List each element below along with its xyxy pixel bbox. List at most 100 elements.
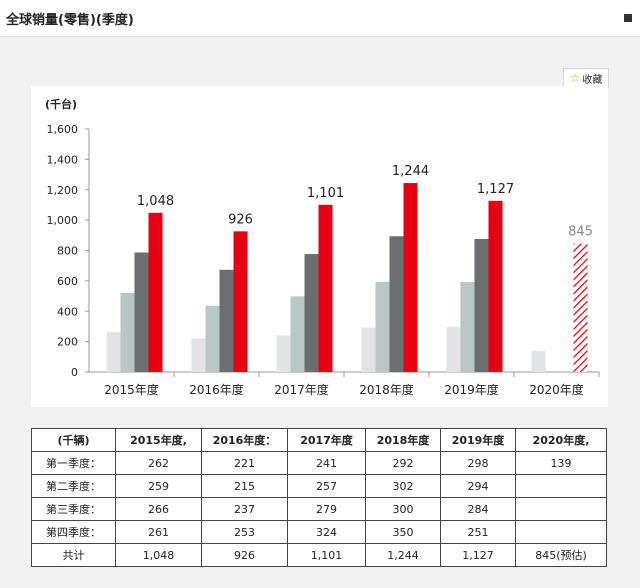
table-row-label: 第二季度： xyxy=(31,474,116,498)
table-cell: 279 xyxy=(287,497,366,521)
chart-panel: (千台) 0 200 400 600 800 1,000 1,200 1,400 1,600 1,0… xyxy=(31,86,608,407)
table-cell: 298 xyxy=(440,451,516,475)
bar xyxy=(191,338,206,372)
x-tick-label: 2018年度 xyxy=(359,382,414,397)
table-cell xyxy=(515,474,607,498)
data-label: 1,244 xyxy=(392,164,429,179)
table-header-cell: 2017年度 xyxy=(287,428,366,452)
x-tick-label: 2017年度 xyxy=(274,382,329,397)
bar xyxy=(446,326,461,372)
table-row-label: 第一季度： xyxy=(31,451,116,475)
data-label: 1,127 xyxy=(477,182,514,197)
table-cell: 292 xyxy=(365,451,441,475)
bar xyxy=(375,281,390,372)
table-cell: 1,127 xyxy=(440,543,516,567)
table-row: 第一季度： 262 221 241 292 298 139 xyxy=(31,451,607,475)
x-tick-label: 2020年度 xyxy=(529,382,584,397)
table-cell: 139 xyxy=(515,451,607,475)
table-header-cell: 2016年度： xyxy=(201,428,288,452)
bar xyxy=(276,335,291,372)
table-cell: 241 xyxy=(287,451,366,475)
table-header-cell: 2019年度 xyxy=(440,428,516,452)
bar xyxy=(488,200,503,372)
star-icon: ☆ xyxy=(569,71,581,85)
bar xyxy=(403,183,418,372)
table-cell: 845(预估) xyxy=(515,543,607,567)
table-cell: 300 xyxy=(365,497,441,521)
table-cell: 253 xyxy=(201,520,288,544)
table-cell: 1,244 xyxy=(365,543,441,567)
table-cell: 1,048 xyxy=(115,543,202,567)
favorite-label: 收藏 xyxy=(582,74,603,86)
bar xyxy=(205,305,220,372)
x-tick-label: 2019年度 xyxy=(444,382,499,397)
y-tick-label: 1,200 xyxy=(47,184,79,197)
table-header-cell: 2020年度, xyxy=(515,428,607,452)
bar xyxy=(290,296,305,372)
table-row: 第三季度： 266 237 279 300 284 xyxy=(31,497,607,521)
table-cell: 284 xyxy=(440,497,516,521)
data-label: 926 xyxy=(228,212,253,227)
bar-chart: (千台) 0 200 400 600 800 1,000 1,200 1,400 1,600 1,0… xyxy=(45,97,600,397)
table-cell: 259 xyxy=(115,474,202,498)
table-cell xyxy=(515,520,607,544)
page-header: 全球销量(零售)(季度) xyxy=(0,0,640,37)
bar xyxy=(219,269,234,372)
table-cell: 926 xyxy=(201,543,288,567)
bar xyxy=(573,243,588,372)
bar xyxy=(120,292,135,372)
table-row-label: 共计 xyxy=(31,543,116,567)
table-row: 共计 1,048 926 1,101 1,244 1,127 845(预估) xyxy=(31,543,607,567)
table-row: 第二季度： 259 215 257 302 294 xyxy=(31,474,607,498)
table-cell: 215 xyxy=(201,474,288,498)
y-tick-label: 400 xyxy=(57,305,78,318)
table-header-cell: (千辆) xyxy=(31,428,116,452)
bar xyxy=(304,253,319,372)
x-tick-label: 2015年度 xyxy=(104,382,159,397)
table-cell: 350 xyxy=(365,520,441,544)
table-row-label: 第四季度： xyxy=(31,520,116,544)
bar xyxy=(361,327,376,372)
sales-table-container: (千辆) 2015年度, 2016年度： 2017年度 2018年度 2019年度 2020… xyxy=(31,428,607,567)
table-cell: 237 xyxy=(201,497,288,521)
sales-table: (千辆) 2015年度, 2016年度： 2017年度 2018年度 2019年度 2020… xyxy=(31,428,607,567)
y-tick-label: 600 xyxy=(57,275,78,288)
favorite-button[interactable]: ☆ 收藏 xyxy=(563,68,609,88)
table-cell: 302 xyxy=(365,474,441,498)
menu-button[interactable] xyxy=(620,10,636,26)
square-icon xyxy=(624,14,632,22)
bar xyxy=(318,204,333,372)
data-label: 845 xyxy=(568,225,593,240)
table-header-cell: 2018年度 xyxy=(365,428,441,452)
y-axis-label: (千台) xyxy=(45,97,77,111)
table-cell: 251 xyxy=(440,520,516,544)
y-tick-label: 1,600 xyxy=(47,123,79,136)
table-header-cell: 2015年度, xyxy=(115,428,202,452)
table-row-label: 第三季度： xyxy=(31,497,116,521)
data-label: 1,048 xyxy=(137,194,174,209)
table-cell: 1,101 xyxy=(287,543,366,567)
y-tick-label: 800 xyxy=(57,245,78,258)
y-tick-label: 200 xyxy=(57,336,78,349)
table-cell: 324 xyxy=(287,520,366,544)
table-cell: 221 xyxy=(201,451,288,475)
bar xyxy=(474,238,489,372)
bar xyxy=(106,332,121,372)
page-title: 全球销量(零售)(季度) xyxy=(6,13,134,28)
y-tick-label: 0 xyxy=(71,366,78,379)
table-row: 第四季度： 261 253 324 350 251 xyxy=(31,520,607,544)
bar xyxy=(389,236,404,372)
bar xyxy=(134,252,149,372)
table-cell: 294 xyxy=(440,474,516,498)
bar xyxy=(148,212,163,372)
data-label: 1,101 xyxy=(307,186,344,201)
y-tick-label: 1,400 xyxy=(47,153,79,166)
table-cell: 262 xyxy=(115,451,202,475)
table-cell: 261 xyxy=(115,520,202,544)
x-tick-label: 2016年度 xyxy=(189,382,244,397)
table-header-row: (千辆) 2015年度, 2016年度： 2017年度 2018年度 2019年度 2020… xyxy=(31,428,607,452)
table-cell: 257 xyxy=(287,474,366,498)
bar xyxy=(531,350,546,372)
bar xyxy=(460,282,475,372)
y-tick-label: 1,000 xyxy=(47,214,79,227)
